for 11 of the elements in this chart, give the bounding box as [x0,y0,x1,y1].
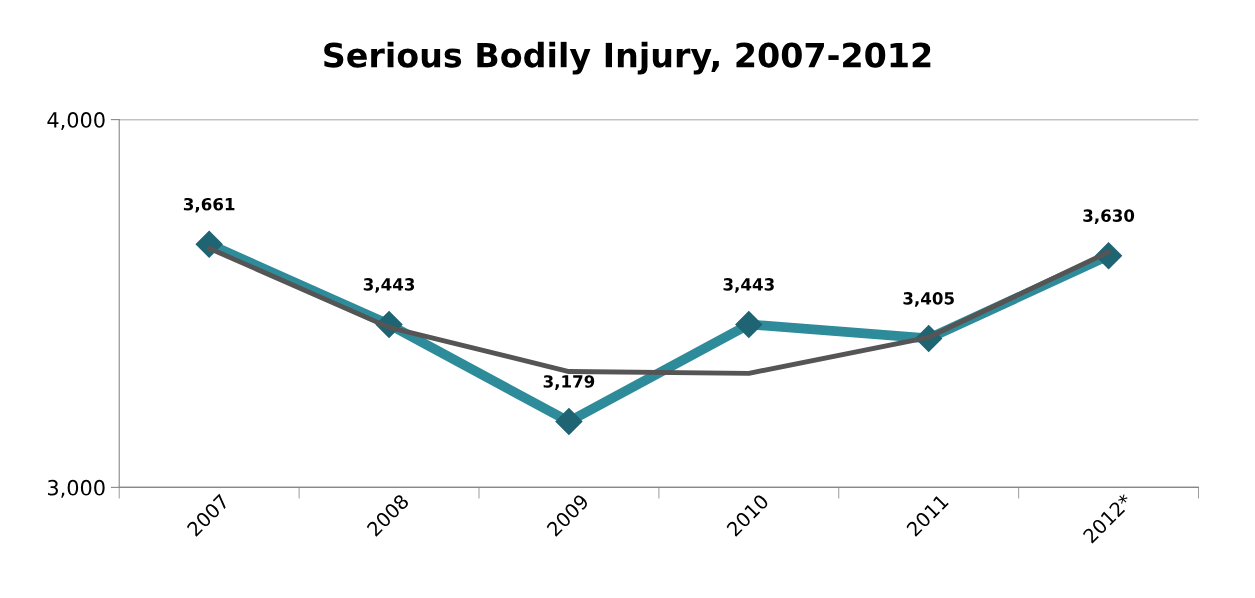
data-label: 3,179 [543,375,595,390]
data-label: 3,443 [723,278,774,293]
data-label: 3,661 [183,197,235,213]
point [555,408,583,436]
y-tick-label: 3,000 [47,479,105,498]
point [735,310,763,338]
chart-title: Serious Bodily Injury, 2007-2012 [324,41,931,75]
data-label: 3,630 [1083,209,1135,225]
data-label: 3,405 [903,292,954,307]
y-tick-label: 4,000 [47,112,105,130]
data-label: 3,443 [363,278,415,293]
